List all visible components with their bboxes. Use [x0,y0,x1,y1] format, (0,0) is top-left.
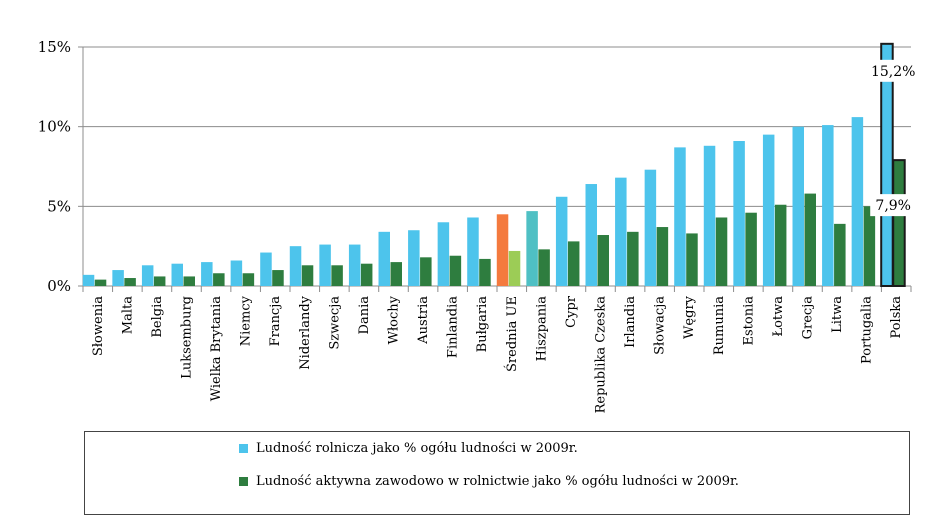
x-tick-label: Estonia [741,296,756,346]
bar-rural [83,275,95,286]
bar-rural [704,146,716,286]
bar-active [686,233,698,286]
bar-rural [852,117,864,286]
bar-rural [142,265,154,286]
bar-active [302,265,314,286]
x-tick-label: Włochy [387,295,402,344]
x-tick-label: Szwecja [327,296,342,350]
bar-rural [112,270,124,286]
bar-rural [822,125,834,286]
bar-active [834,224,846,286]
bar-active [893,160,905,286]
bar-chart: 0% 5% 10% 15% Słowenia Malta Belgia Luksemburg… [0,0,949,430]
x-tick-label: Słowenia [91,296,106,356]
bar-active [95,280,107,286]
x-tick-label: Litwa [830,296,845,333]
bar-active [154,276,166,286]
bar-active [331,265,343,286]
x-tick-label: Malta [120,296,135,334]
data-label: 7,9% [875,198,911,214]
bar-rural [674,147,686,286]
bar-rural [349,245,361,286]
data-label: 15,2% [871,64,915,80]
x-tick-label: Irlandia [623,296,638,348]
x-tick-label: Grecja [801,296,816,340]
x-tick-label: Portugalia [860,296,875,364]
bar-active [598,235,610,286]
bar-rural [231,261,243,286]
bar-rural [645,170,657,286]
x-tick-label: Hiszpania [534,296,549,362]
category-labels: Słowenia Malta Belgia Luksemburg Wielka Bryt… [91,295,904,413]
bar-active [420,257,432,286]
bar-active [627,232,639,286]
bar-active [745,213,757,286]
x-tick-label: Finlandia [446,296,461,358]
legend-label-active: Ludność aktywna zawodowo w rolnictwie ja… [256,474,739,489]
bars [83,44,905,286]
bar-active [716,217,728,286]
y-tick-label: 15% [38,38,71,56]
x-tick-label: Luksemburg [180,296,195,379]
bar-rural [379,232,391,286]
bar-rural [586,184,598,286]
bar-rural [763,135,775,286]
x-tick-label: Bułgaria [475,296,490,353]
bar-active [213,273,225,286]
legend-swatch-rural [239,444,248,453]
bar-rural [526,211,538,286]
bar-rural [733,141,745,286]
bar-active [775,205,787,286]
legend-item-rural: Ludność rolnicza jako % ogółu ludności w… [239,441,578,456]
x-tick-label: Dania [357,296,372,335]
y-tick-label: 0% [47,277,71,295]
bar-rural [438,222,450,286]
bar-active [391,262,403,286]
x-tick-label: Średnia UE [503,296,520,372]
bar-active [479,259,491,286]
bar-rural [319,245,331,286]
legend-swatch-active [239,477,248,486]
legend: Ludność rolnicza jako % ogółu ludności w… [84,431,910,515]
legend-label-rural: Ludność rolnicza jako % ogółu ludności w… [256,441,578,456]
x-tick-label: Republika Czeska [594,296,609,414]
x-tick-label: Węgry [682,295,697,339]
bar-active [361,264,373,286]
bar-active [124,278,136,286]
x-tick-label: Rumunia [712,296,727,355]
bar-rural [793,127,805,286]
x-tick-label: Słowacja [653,296,668,355]
x-tick-label: Francja [268,296,283,347]
y-tick-label: 5% [47,197,71,215]
x-tick-label: Polska [889,296,904,339]
bar-rural [290,246,302,286]
bar-rural [260,253,272,286]
bar-active [568,241,580,286]
bar-rural [467,217,479,286]
bar-rural [497,214,509,286]
legend-item-active: Ludność aktywna zawodowo w rolnictwie ja… [239,474,739,489]
bar-rural [556,197,568,286]
bar-rural [615,178,627,286]
x-tick-label: Niderlandy [298,295,313,369]
bar-active [657,227,669,286]
x-tick-label: Belgia [150,296,165,338]
bar-active [864,206,876,286]
bar-active [272,270,284,286]
bar-active [509,251,521,286]
bar-rural [408,230,420,286]
bar-active [243,273,255,286]
bar-active [538,249,550,286]
bar-active [450,256,462,286]
x-tick-label: Austria [416,296,431,345]
bar-rural [172,264,184,286]
x-tick-label: Cypr [564,295,579,328]
bar-rural [201,262,213,286]
x-tick-label: Wielka Brytania [209,296,224,402]
bar-active [184,276,196,286]
x-tick-label: Łotwa [771,296,786,337]
x-tick-label: Niemcy [239,295,254,346]
bar-active [805,194,817,286]
y-tick-label: 10% [38,118,71,136]
